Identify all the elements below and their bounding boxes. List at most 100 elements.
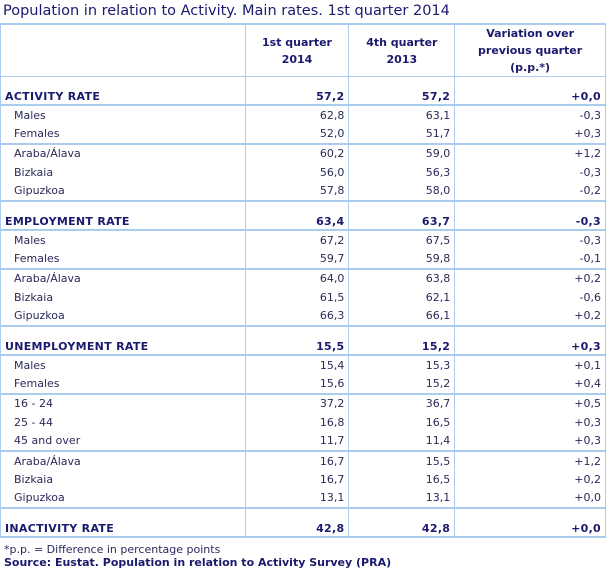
value-cell: +0,3 [454,431,606,451]
rates-table: 1st quarter 2014 4th quarter 2013 Variatio… [0,23,606,539]
value-cell: 63,8 [348,267,456,289]
table-row: Araba/Álava 16,7 15,5 +1,2 [0,449,606,471]
row-label: Females [0,374,246,394]
value-cell: 15,5 [348,449,456,471]
value-cell: 67,5 [348,229,456,250]
value-cell: +0,4 [454,374,606,394]
value-cell: 37,2 [244,392,350,414]
value-cell: 42,8 [348,507,456,539]
row-label: Females [0,124,246,144]
table-row: Females 15,6 15,2 +0,4 [0,374,606,394]
row-label: Gipuzkoa [0,181,246,202]
row-label: Araba/Álava [0,449,246,471]
header-q4-2013: 4th quarter 2013 [348,23,456,77]
value-cell: 36,7 [348,392,456,414]
value-cell: 15,5 [244,325,350,356]
value-cell: +0,1 [454,354,606,375]
value-cell: 60,2 [244,142,350,164]
value-cell: 16,5 [348,413,456,432]
section-row: ACTIVITY RATE 57,2 57,2 +0,0 [0,76,606,106]
value-cell: 15,4 [244,354,350,375]
table-row: 16 - 24 37,2 36,7 +0,5 [0,392,606,414]
value-cell: 66,3 [244,306,350,327]
value-cell: -0,2 [454,181,606,202]
value-cell: -0,1 [454,249,606,269]
row-label: 45 and over [0,431,246,451]
table-row: Females 52,0 51,7 +0,3 [0,124,606,144]
row-label: Bizkaia [0,288,246,307]
table-row: Gipuzkoa 66,3 66,1 +0,2 [0,306,606,327]
row-label: Males [0,229,246,250]
table-row: Bizkaia 56,0 56,3 -0,3 [0,163,606,182]
value-cell: 15,6 [244,374,350,394]
value-cell: +0,2 [454,470,606,489]
value-cell: +1,2 [454,142,606,164]
value-cell: -0,6 [454,288,606,307]
value-cell: 11,4 [348,431,456,451]
value-cell: 56,0 [244,163,350,182]
row-label: Araba/Álava [0,142,246,164]
value-cell: +0,3 [454,325,606,356]
value-cell: 57,2 [348,76,456,106]
value-cell: 15,2 [348,374,456,394]
row-label: INACTIVITY RATE [0,507,246,539]
value-cell: 59,8 [348,249,456,269]
value-cell: 52,0 [244,124,350,144]
row-label: ACTIVITY RATE [0,76,246,106]
value-cell: 67,2 [244,229,350,250]
value-cell: 16,7 [244,449,350,471]
header-variation: Variation over previous quarter (p.p.*) [454,23,606,77]
value-cell: 57,8 [244,181,350,202]
row-label: Araba/Álava [0,267,246,289]
row-label: Males [0,105,246,125]
source: Source: Eustat. Population in relation t… [4,556,392,569]
value-cell: 63,1 [348,105,456,125]
section-row: UNEMPLOYMENT RATE 15,5 15,2 +0,3 [0,325,606,356]
value-cell: 16,8 [244,413,350,432]
row-label: EMPLOYMENT RATE [0,200,246,231]
value-cell: 62,8 [244,105,350,125]
row-label: Gipuzkoa [0,306,246,327]
row-label: 16 - 24 [0,392,246,414]
value-cell: 11,7 [244,431,350,451]
value-cell: +0,0 [454,488,606,510]
table-row: Bizkaia 16,7 16,5 +0,2 [0,470,606,489]
section-row: INACTIVITY RATE 42,8 42,8 +0,0 [0,507,606,539]
value-cell: 13,1 [348,488,456,510]
value-cell: 57,2 [244,76,350,106]
value-cell: +0,3 [454,413,606,432]
value-cell: 61,5 [244,288,350,307]
header-q1-2014: 1st quarter 2014 [244,23,350,77]
table-row: Males 67,2 67,5 -0,3 [0,229,606,250]
value-cell: 15,2 [348,325,456,356]
value-cell: 66,1 [348,306,456,327]
table-row: Araba/Álava 64,0 63,8 +0,2 [0,267,606,289]
section-row: EMPLOYMENT RATE 63,4 63,7 -0,3 [0,200,606,231]
table-row: Females 59,7 59,8 -0,1 [0,249,606,269]
value-cell: +0,5 [454,392,606,414]
value-cell: 63,7 [348,200,456,231]
header-blank [0,23,246,77]
value-cell: +0,0 [454,507,606,539]
table-row: Araba/Álava 60,2 59,0 +1,2 [0,142,606,164]
value-cell: +0,3 [454,124,606,144]
value-cell: 15,3 [348,354,456,375]
value-cell: -0,3 [454,200,606,231]
table-row: Gipuzkoa 57,8 58,0 -0,2 [0,181,606,202]
value-cell: 56,3 [348,163,456,182]
value-cell: -0,3 [454,163,606,182]
table-row: Males 62,8 63,1 -0,3 [0,105,606,125]
value-cell: 13,1 [244,488,350,510]
value-cell: +0,2 [454,267,606,289]
value-cell: 58,0 [348,181,456,202]
value-cell: 59,7 [244,249,350,269]
row-label: Bizkaia [0,470,246,489]
value-cell: 63,4 [244,200,350,231]
row-label: Gipuzkoa [0,488,246,510]
value-cell: 42,8 [244,507,350,539]
row-label: UNEMPLOYMENT RATE [0,325,246,356]
value-cell: 51,7 [348,124,456,144]
value-cell: +0,0 [454,76,606,106]
table-row: 45 and over 11,7 11,4 +0,3 [0,431,606,451]
value-cell: -0,3 [454,229,606,250]
